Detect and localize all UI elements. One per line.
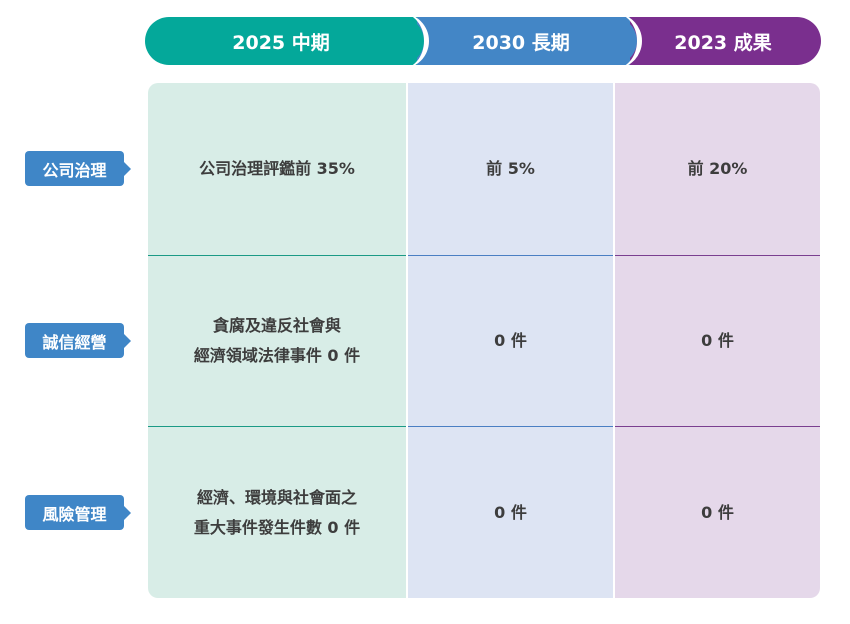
row-tag-integrity: 誠信經營 bbox=[25, 323, 131, 358]
row-divider bbox=[408, 426, 613, 427]
cell-text: 0 件 bbox=[701, 331, 734, 350]
cell-long-term: 前 5% bbox=[408, 83, 613, 255]
cell-text: 前 20% bbox=[687, 159, 748, 178]
cell-text-line: 經濟領域法律事件 0 件 bbox=[193, 346, 361, 365]
header-mid-term: 2025 中期 bbox=[145, 13, 429, 69]
cell-result: 前 20% bbox=[615, 83, 820, 255]
row-tag-corporate-governance: 公司治理 bbox=[25, 151, 131, 186]
cell-result: 0 件 bbox=[615, 427, 820, 598]
header-long-term-label: 2030 長期 bbox=[472, 31, 570, 54]
header-long-term: 2030 長期 bbox=[404, 13, 642, 69]
header-mid-term-label: 2025 中期 bbox=[232, 31, 330, 54]
column-long-term bbox=[408, 83, 613, 598]
cell-mid-term: 貪腐及違反社會與 經濟領域法律事件 0 件 bbox=[148, 256, 406, 426]
cell-text: 0 件 bbox=[494, 331, 527, 350]
row-divider bbox=[408, 255, 613, 256]
row-divider bbox=[615, 255, 820, 256]
cell-text-line: 貪腐及違反社會與 bbox=[212, 316, 341, 335]
row-divider bbox=[148, 426, 406, 427]
row-tag-label: 誠信經營 bbox=[42, 332, 107, 352]
column-mid-term bbox=[148, 83, 406, 598]
cell-text-line: 重大事件發生件數 0 件 bbox=[193, 517, 361, 537]
cell-long-term: 0 件 bbox=[408, 256, 613, 426]
row-tag-label: 公司治理 bbox=[42, 160, 107, 180]
cell-text: 0 件 bbox=[494, 502, 527, 522]
row-tag-risk-management: 風險管理 bbox=[25, 495, 131, 530]
cell-text: 0 件 bbox=[701, 502, 734, 522]
cell-long-term: 0 件 bbox=[408, 427, 613, 598]
cell-text-line: 公司治理評鑑前 35% bbox=[199, 159, 355, 178]
header-result-label: 2023 成果 bbox=[674, 31, 772, 54]
row-divider bbox=[615, 426, 820, 427]
header-result: 2023 成果 bbox=[617, 17, 821, 65]
cell-text-line: 經濟、環境與社會面之 bbox=[196, 487, 357, 507]
cell-result: 0 件 bbox=[615, 256, 820, 426]
column-result bbox=[615, 83, 820, 598]
cell-mid-term: 經濟、環境與社會面之 重大事件發生件數 0 件 bbox=[148, 427, 406, 598]
cell-text: 前 5% bbox=[486, 159, 535, 178]
row-divider bbox=[148, 255, 406, 256]
row-tag-label: 風險管理 bbox=[42, 504, 107, 524]
cell-mid-term: 公司治理評鑑前 35% bbox=[148, 83, 406, 255]
